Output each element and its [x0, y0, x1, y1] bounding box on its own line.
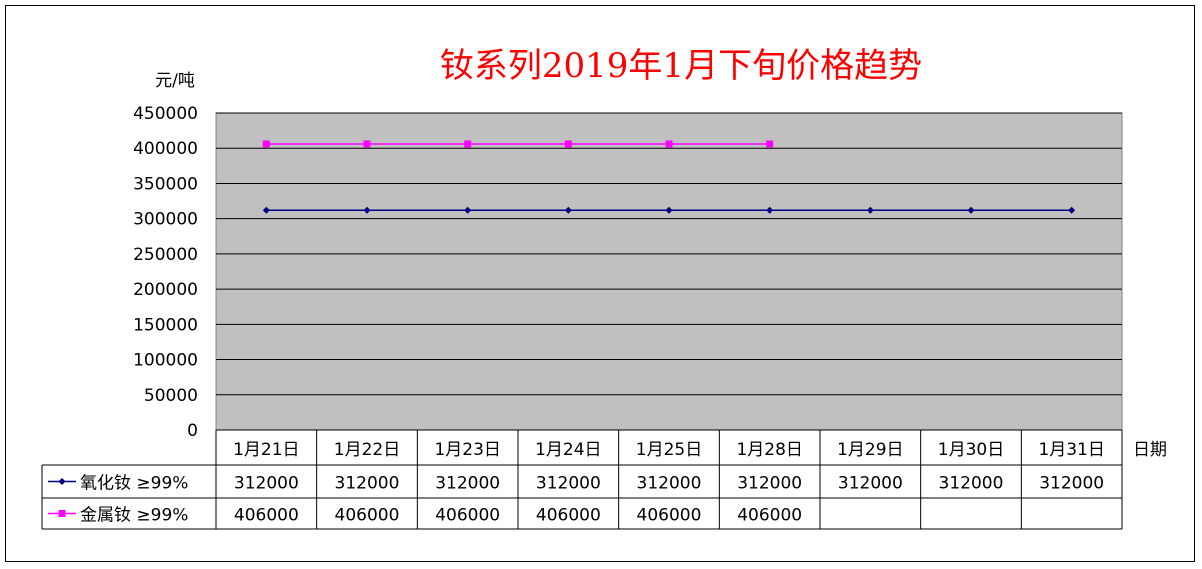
y-tick-label: 250000: [133, 245, 198, 265]
table-cell: 312000: [335, 474, 400, 494]
x-tick-label: 1月29日: [837, 440, 903, 460]
table-cell: 312000: [1039, 474, 1104, 494]
series-neodymium-oxide-point: [363, 206, 371, 214]
table-cell: 312000: [234, 474, 299, 494]
table-cell: 312000: [637, 474, 702, 494]
x-tick-label: 1月21日: [233, 440, 299, 460]
y-tick-label: 400000: [133, 139, 198, 159]
chart-frame: [5, 5, 1195, 562]
x-tick-label: 1月28日: [736, 440, 802, 460]
legend-key-marker: [58, 478, 66, 485]
legend-key-marker: [58, 510, 66, 517]
series-neodymium-oxide-point: [766, 206, 774, 214]
x-axis-label: 日期: [1133, 440, 1167, 460]
series-neodymium-oxide-point: [866, 206, 874, 214]
series-neodymium-oxide-point: [564, 206, 572, 214]
y-tick-label: 200000: [133, 280, 198, 300]
table-cell: 406000: [234, 506, 299, 526]
table-cell: 312000: [737, 474, 802, 494]
table-cell: 406000: [637, 506, 702, 526]
table-cell: 312000: [435, 474, 500, 494]
table-cell: 406000: [435, 506, 500, 526]
chart-title: 钕系列2019年1月下旬价格趋势: [439, 46, 923, 86]
x-tick-label: 1月31日: [1038, 440, 1104, 460]
table-cell: 406000: [536, 506, 601, 526]
table-cell: 312000: [536, 474, 601, 494]
series-neodymium-oxide-point: [665, 206, 673, 214]
y-tick-label: 450000: [133, 104, 198, 124]
legend-label: 金属钕 ≥99%: [80, 506, 188, 526]
x-tick-label: 1月22日: [334, 440, 400, 460]
y-tick-label: 350000: [133, 174, 198, 194]
series-neodymium-metal-point: [262, 140, 270, 148]
x-tick-label: 1月24日: [535, 440, 601, 460]
table-cell: 406000: [737, 506, 802, 526]
y-tick-label: 100000: [133, 351, 198, 371]
x-tick-label: 1月30日: [938, 440, 1004, 460]
y-tick-label: 50000: [144, 386, 198, 406]
y-tick-label: 0: [187, 421, 198, 441]
series-neodymium-oxide-point: [1068, 206, 1076, 214]
series-neodymium-metal-point: [766, 140, 774, 148]
legend-label: 氧化钕 ≥99%: [80, 474, 188, 494]
x-tick-label: 1月25日: [636, 440, 702, 460]
series-neodymium-oxide-point: [967, 206, 975, 214]
x-tick-label: 1月23日: [434, 440, 500, 460]
series-neodymium-metal-point: [363, 140, 371, 148]
table-cell: 312000: [838, 474, 903, 494]
y-tick-label: 150000: [133, 315, 198, 335]
series-neodymium-metal-point: [564, 140, 572, 148]
table-cell: 406000: [335, 506, 400, 526]
y-tick-label: 300000: [133, 210, 198, 230]
table-cell: 312000: [939, 474, 1004, 494]
series-neodymium-metal-point: [464, 140, 472, 148]
series-neodymium-metal-point: [665, 140, 673, 148]
series-neodymium-oxide-point: [464, 206, 472, 214]
y-axis-label: 元/吨: [155, 71, 195, 91]
plot-area: [215, 112, 1123, 431]
series-neodymium-oxide-point: [262, 206, 270, 214]
